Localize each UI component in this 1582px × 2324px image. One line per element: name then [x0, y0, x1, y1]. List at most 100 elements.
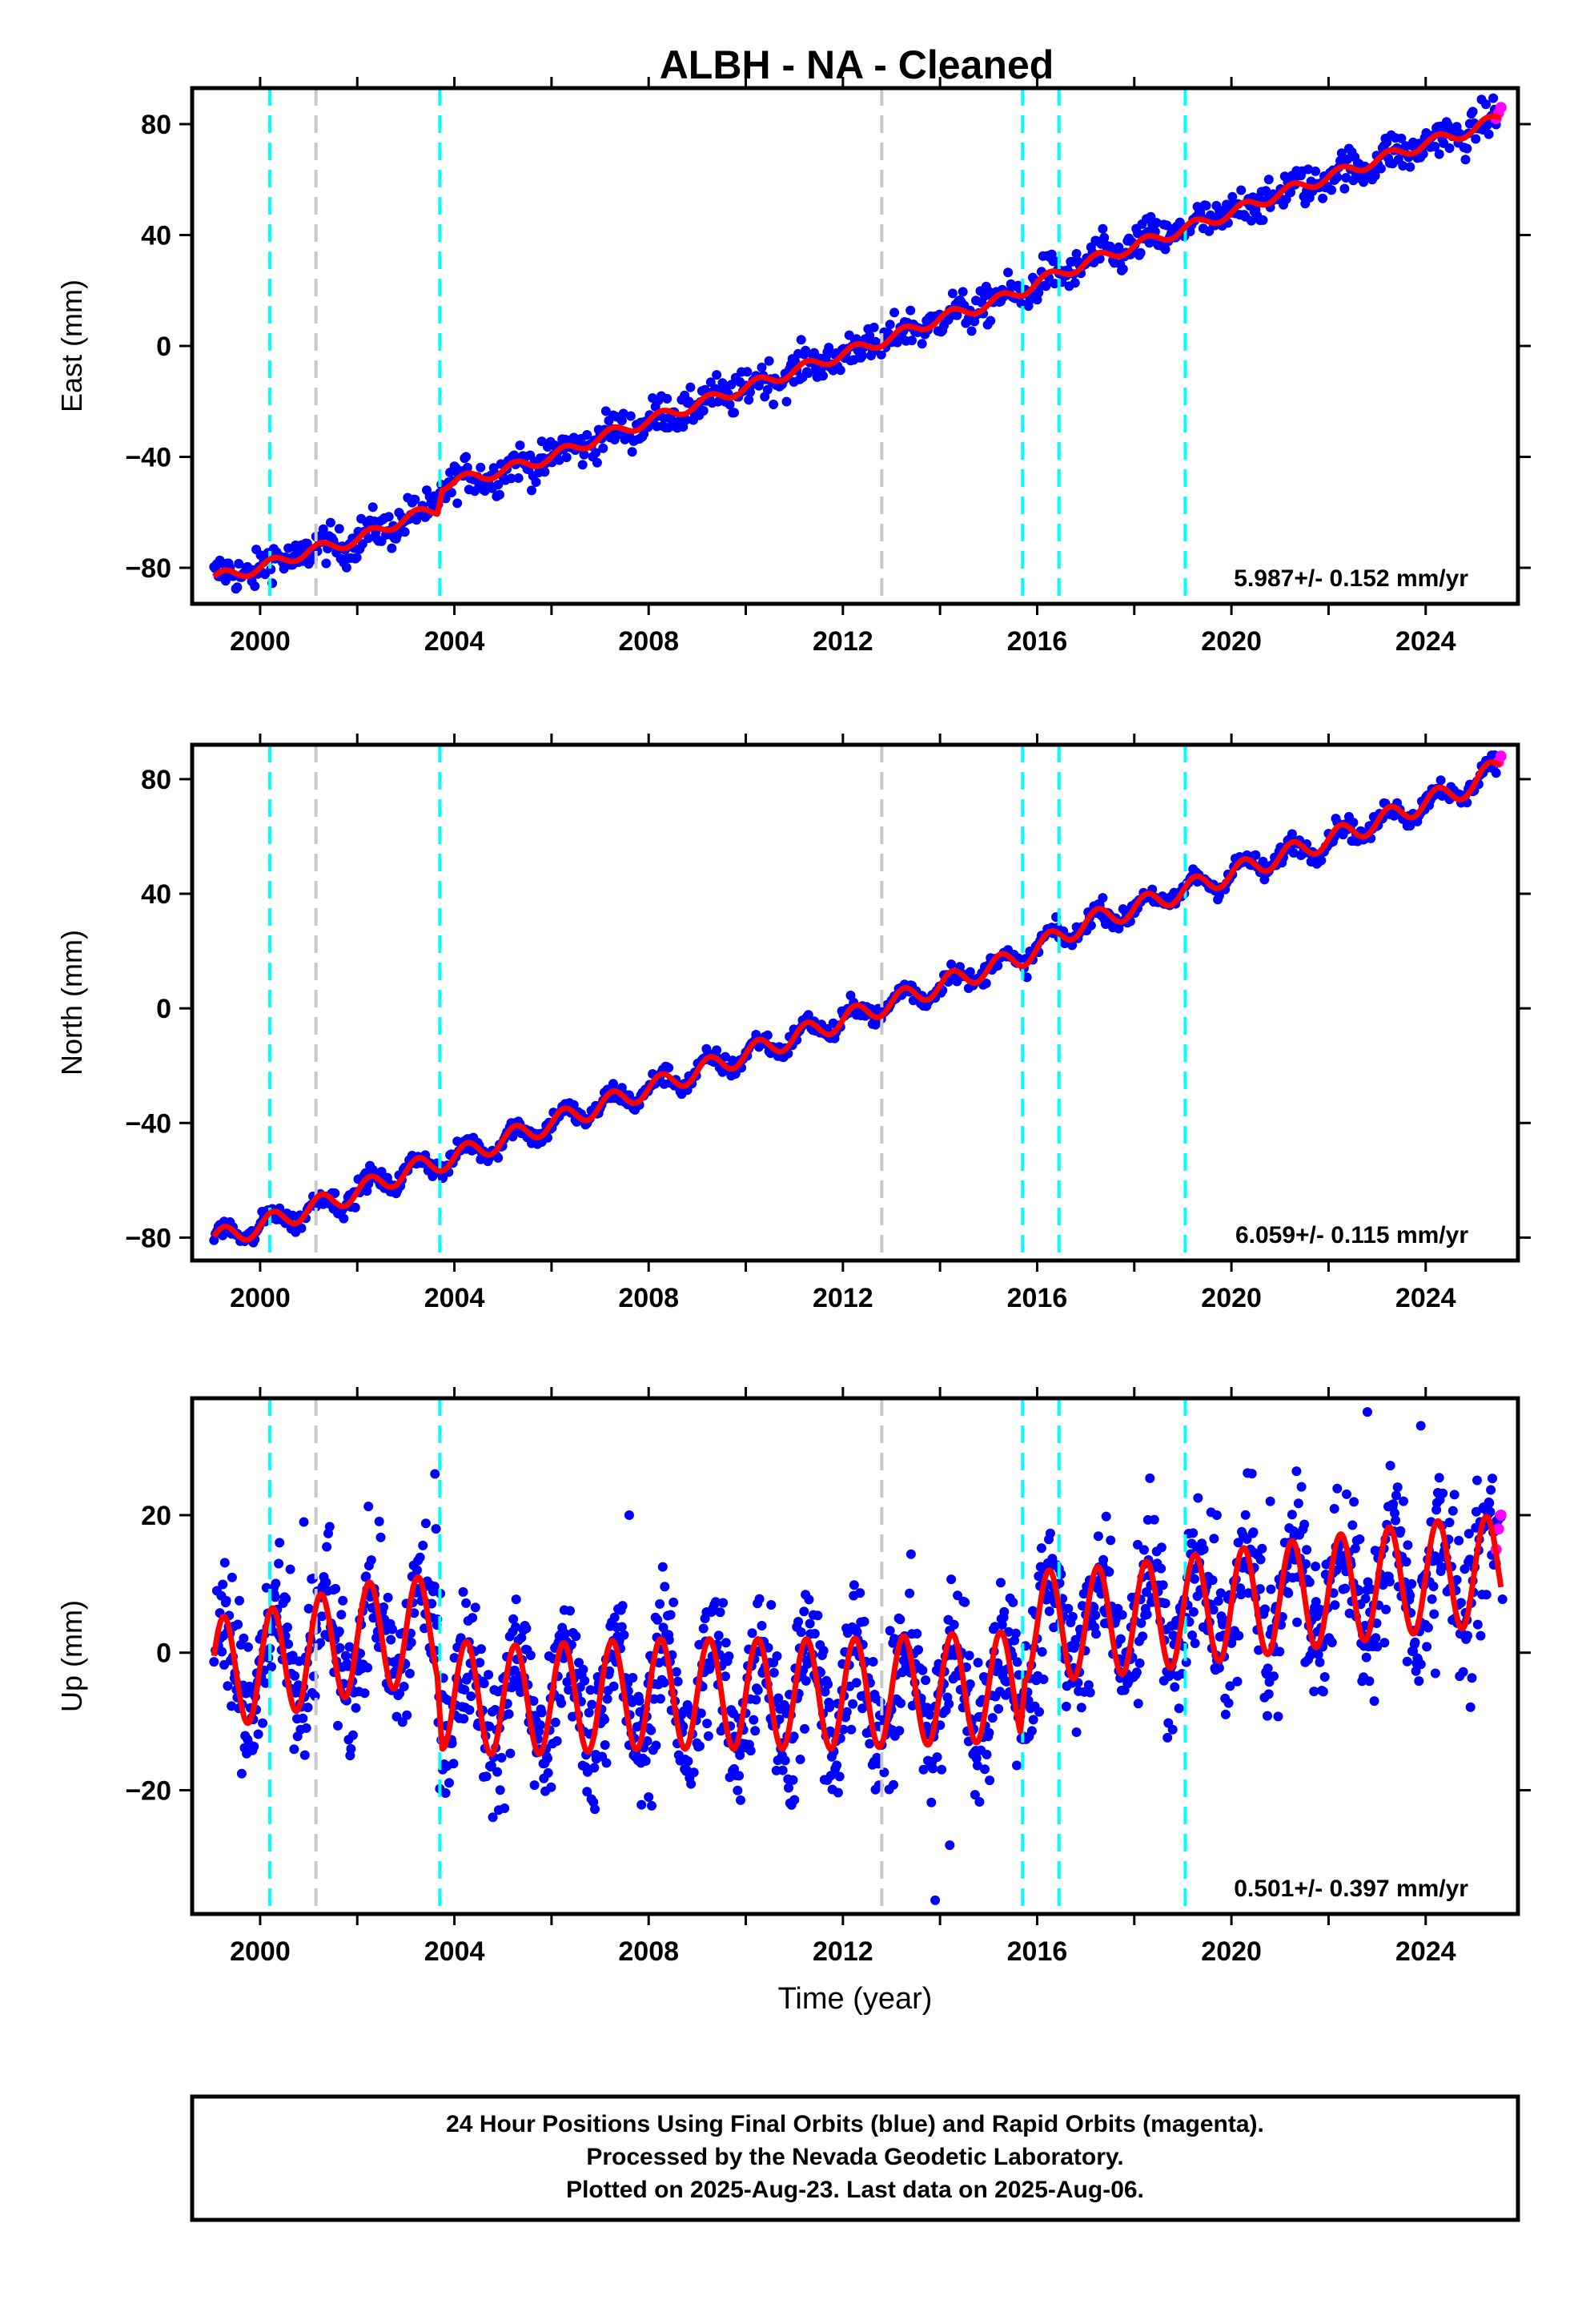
data-point: [1201, 200, 1211, 211]
data-point: [1190, 1574, 1199, 1584]
y-tick-label: −80: [125, 553, 171, 584]
data-point: [664, 1630, 674, 1640]
data-point: [1288, 848, 1299, 858]
data-point: [975, 1697, 986, 1707]
data-point: [1215, 1588, 1226, 1598]
data-point: [1071, 1727, 1082, 1737]
data-point: [712, 370, 722, 380]
data-point: [505, 1748, 516, 1759]
data-point: [685, 382, 696, 392]
data-point: [232, 582, 243, 593]
data-point: [946, 1574, 957, 1585]
data-point: [410, 494, 420, 505]
data-point: [757, 1621, 767, 1630]
x-axis-label: Time (year): [778, 1982, 933, 2016]
data-point: [1008, 1597, 1018, 1607]
data-point: [1261, 186, 1271, 196]
data-point: [736, 1795, 745, 1805]
data-point: [926, 1797, 937, 1807]
data-point: [832, 1760, 842, 1771]
y-tick-label: 80: [141, 110, 171, 140]
data-point: [1281, 194, 1291, 204]
data-point: [374, 1516, 384, 1526]
data-point: [619, 1630, 629, 1640]
data-point: [402, 1710, 412, 1720]
data-point: [1236, 1590, 1247, 1600]
data-point: [586, 1794, 596, 1804]
data-point: [865, 1739, 875, 1749]
data-point: [735, 1750, 745, 1760]
data-point: [1488, 93, 1499, 103]
data-point: [855, 1588, 865, 1598]
data-point: [1098, 223, 1108, 234]
data-point: [1327, 185, 1337, 195]
data-point: [1431, 1505, 1442, 1515]
data-point: [1396, 133, 1407, 143]
data-point: [1319, 1672, 1330, 1682]
footer-line-3: Plotted on 2025-Aug-23. Last data on 202…: [566, 2177, 1144, 2203]
data-point: [1405, 162, 1415, 172]
data-point: [703, 1731, 713, 1741]
data-point: [981, 978, 991, 988]
data-point: [1403, 1540, 1413, 1550]
data-point: [1050, 279, 1060, 289]
x-tick-label: 2000: [230, 626, 291, 657]
outlier-point: [275, 1538, 285, 1548]
data-point: [1339, 183, 1350, 194]
data-point: [529, 1780, 540, 1791]
data-point: [1486, 1485, 1496, 1495]
data-point: [805, 1618, 815, 1629]
data-point: [726, 380, 737, 390]
data-point: [223, 1681, 233, 1691]
data-point: [1423, 1622, 1433, 1633]
data-point: [602, 1694, 612, 1704]
data-point: [681, 1766, 691, 1776]
data-point: [1434, 1473, 1444, 1483]
data-point: [1449, 1490, 1460, 1500]
data-point: [702, 1719, 713, 1729]
data-point: [536, 1707, 547, 1718]
data-point: [1089, 1602, 1099, 1613]
data-point: [698, 1623, 709, 1634]
data-point: [984, 1727, 994, 1738]
data-point: [383, 1592, 393, 1602]
data-point: [1422, 1642, 1432, 1652]
data-point: [464, 1705, 475, 1715]
rapid-orbit-point: [1495, 750, 1507, 762]
x-tick-label: 2004: [424, 1936, 485, 1967]
data-point: [885, 1626, 895, 1636]
data-point: [1071, 248, 1082, 259]
data-point: [796, 1627, 806, 1638]
data-point: [800, 1723, 809, 1734]
data-point: [801, 1675, 811, 1686]
data-point: [1263, 175, 1274, 185]
data-point: [1135, 247, 1146, 258]
data-point: [582, 1787, 592, 1797]
y-axis-label: Up (mm): [55, 1600, 88, 1712]
data-point: [725, 400, 735, 410]
data-point: [1292, 1617, 1303, 1627]
data-point: [335, 1642, 345, 1653]
data-point: [1460, 155, 1471, 165]
data-point: [803, 1010, 813, 1020]
panel-1-frame: [190, 742, 1520, 1263]
data-point: [745, 1746, 756, 1756]
data-point: [243, 1642, 253, 1652]
data-point: [386, 1634, 396, 1645]
data-point: [274, 1558, 284, 1569]
data-point: [937, 1764, 947, 1775]
data-point: [1239, 1562, 1249, 1572]
data-point: [429, 1582, 440, 1591]
data-point: [1070, 1639, 1080, 1650]
data-point: [1375, 163, 1386, 174]
data-point: [905, 305, 916, 316]
x-tick-label: 2012: [813, 1283, 873, 1313]
data-point: [1401, 1557, 1411, 1567]
data-point: [726, 1705, 737, 1715]
data-point: [1213, 1596, 1223, 1606]
data-point: [1318, 193, 1328, 203]
data-point: [1332, 1483, 1343, 1494]
data-point: [789, 1731, 799, 1742]
data-point: [729, 1763, 739, 1774]
data-point: [303, 1703, 313, 1713]
